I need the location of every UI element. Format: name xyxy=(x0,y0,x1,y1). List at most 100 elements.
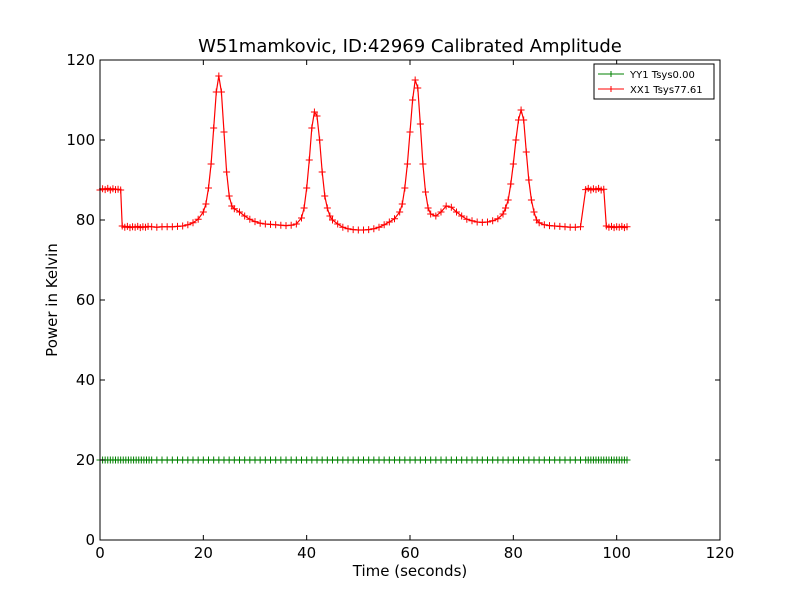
data-point-xx1 xyxy=(189,219,197,227)
data-point-xx1 xyxy=(251,218,259,226)
y-tick-label: 80 xyxy=(76,211,95,229)
data-point-xx1 xyxy=(489,217,497,225)
data-point-xx1 xyxy=(520,116,528,124)
data-point-xx1 xyxy=(509,160,517,168)
legend-label-xx1: XX1 Tsys77.61 xyxy=(630,85,703,96)
data-point-xx1 xyxy=(292,220,300,228)
data-point-xx1 xyxy=(447,203,455,211)
data-point-xx1 xyxy=(458,212,466,220)
data-point-xx1 xyxy=(323,204,331,212)
y-tick-label: 60 xyxy=(76,291,95,309)
data-point-xx1 xyxy=(540,221,548,229)
y-tick-label: 120 xyxy=(66,51,95,69)
data-point-xx1 xyxy=(414,84,422,92)
data-point-xx1 xyxy=(535,219,543,227)
data-point-xx1 xyxy=(623,223,631,231)
data-point-xx1 xyxy=(385,218,393,226)
data-point-xx1 xyxy=(398,200,406,208)
data-point-xx1 xyxy=(422,188,429,196)
data-point-xx1 xyxy=(525,176,533,184)
data-point-xx1 xyxy=(305,156,313,164)
data-point-xx1 xyxy=(396,208,404,216)
data-point-xx1 xyxy=(246,215,254,223)
data-point-xx1 xyxy=(512,136,520,144)
data-point-xx1 xyxy=(207,160,215,168)
series-yy1 xyxy=(96,456,631,464)
data-point-xx1 xyxy=(300,204,308,212)
data-point-xx1 xyxy=(344,225,352,233)
data-point-xx1 xyxy=(484,218,491,226)
data-point-xx1 xyxy=(223,168,231,176)
data-point-xx1 xyxy=(600,185,608,193)
data-point-xx1 xyxy=(403,160,411,168)
data-point-xx1 xyxy=(313,112,321,120)
data-point-xx1 xyxy=(577,223,584,231)
data-point-xx1 xyxy=(202,200,210,208)
data-point-xx1 xyxy=(499,210,507,218)
data-point-xx1 xyxy=(316,136,324,144)
data-point-xx1 xyxy=(507,180,515,188)
data-point-xx1 xyxy=(199,208,207,216)
data-point-xx1 xyxy=(365,226,373,234)
legend-box xyxy=(593,63,715,100)
data-point-xx1 xyxy=(236,208,243,216)
data-point-xx1 xyxy=(298,214,305,222)
chart-title: W51mamkovic, ID:42969 Calibrated Amplitu… xyxy=(198,36,622,57)
data-point-xx1 xyxy=(527,196,535,204)
data-point-xx1 xyxy=(504,196,512,204)
data-point-xx1 xyxy=(220,128,228,136)
data-point-xx1 xyxy=(442,202,450,210)
data-point-xx1 xyxy=(380,221,388,229)
data-point-xx1 xyxy=(318,168,326,176)
data-point-xx1 xyxy=(241,212,249,220)
data-point-xx1 xyxy=(419,160,427,168)
data-point-xx1 xyxy=(468,217,476,225)
data-point-xx1 xyxy=(391,215,398,223)
data-point-xx1 xyxy=(401,184,409,192)
y-axis-label: Power in Kelvin xyxy=(43,243,61,357)
data-point-xx1 xyxy=(194,215,202,223)
data-point-xx1 xyxy=(310,108,318,116)
data-point-xx1 xyxy=(522,148,530,156)
x-tick-label: 40 xyxy=(297,544,316,562)
x-tick-label: 80 xyxy=(504,544,523,562)
legend-marker-xx1 xyxy=(608,86,614,92)
legend-label-yy1: YY1 Tsys0.00 xyxy=(629,70,695,81)
data-point-xx1 xyxy=(256,219,264,227)
data-point-xx1 xyxy=(321,192,329,200)
data-point-xx1 xyxy=(308,124,316,132)
data-point-xx1 xyxy=(334,220,342,228)
y-tick-label: 100 xyxy=(66,131,95,149)
data-point-xx1 xyxy=(453,208,460,216)
data-point-xx1 xyxy=(424,204,432,212)
data-point-xx1 xyxy=(329,216,336,224)
data-point-xx1 xyxy=(463,215,471,223)
data-point-xx1 xyxy=(409,96,417,104)
data-point-xx1 xyxy=(205,184,212,192)
data-point-xx1 xyxy=(432,212,440,220)
data-point-xx1 xyxy=(411,76,419,84)
x-tick-label: 0 xyxy=(95,544,105,562)
data-point-xx1 xyxy=(494,215,502,223)
data-point-xx1 xyxy=(210,124,218,132)
data-point-xx1 xyxy=(217,88,225,96)
data-point-xx1 xyxy=(370,225,378,233)
x-axis-label: Time (seconds) xyxy=(352,562,468,580)
x-tick-label: 100 xyxy=(602,544,631,562)
data-point-xx1 xyxy=(303,184,311,192)
x-tick-label: 20 xyxy=(194,544,213,562)
legend-marker-yy1 xyxy=(608,71,614,77)
data-point-xx1 xyxy=(339,223,347,231)
data-point-xx1 xyxy=(416,120,424,128)
data-point-xx1 xyxy=(530,208,538,216)
y-tick-label: 20 xyxy=(76,451,95,469)
data-point-yy1 xyxy=(623,456,631,464)
x-tick-label: 60 xyxy=(400,544,419,562)
legend: YY1 Tsys0.00 XX1 Tsys77.61 xyxy=(593,63,715,100)
data-point-xx1 xyxy=(184,221,192,229)
data-point-xx1 xyxy=(517,106,525,114)
data-point-xx1 xyxy=(406,128,414,136)
data-point-xx1 xyxy=(375,223,383,231)
y-tick-label: 40 xyxy=(76,371,95,389)
